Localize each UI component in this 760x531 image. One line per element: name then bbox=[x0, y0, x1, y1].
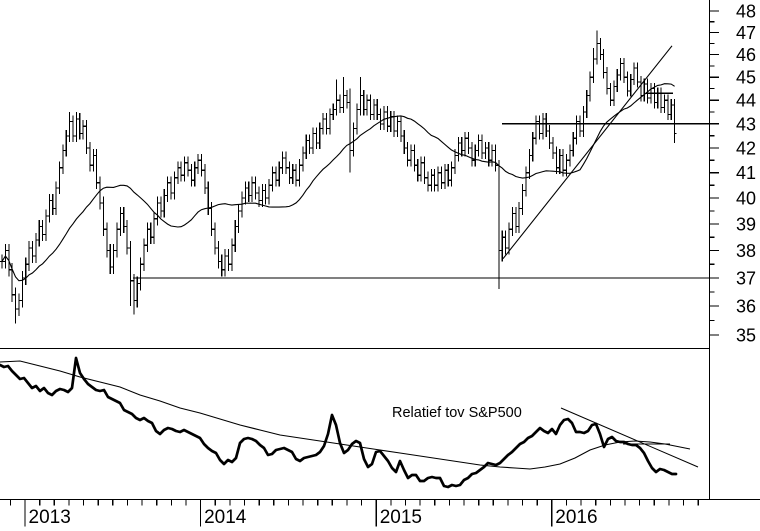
y-axis-label: 36 bbox=[736, 297, 756, 317]
price-bar-open-close-ticks bbox=[0, 43, 677, 310]
price-moving-average-line bbox=[1, 83, 675, 282]
x-axis-year-label: 2015 bbox=[380, 507, 422, 528]
relative-strength-line bbox=[0, 356, 678, 489]
x-axis-year-label: 2014 bbox=[204, 507, 247, 528]
y-axis-label: 45 bbox=[736, 68, 756, 88]
relative-downtrend-line bbox=[560, 407, 699, 468]
uptrend-line bbox=[502, 45, 673, 260]
y-axis-label: 39 bbox=[736, 215, 756, 235]
relative-strength-label: Relatief tov S&P500 bbox=[392, 405, 522, 421]
y-axis-label: 35 bbox=[736, 325, 756, 345]
y-axis-label: 46 bbox=[736, 45, 756, 65]
x-axis-year-label: 2016 bbox=[555, 507, 597, 528]
y-axis-label: 40 bbox=[736, 189, 756, 209]
y-axis-label: 41 bbox=[736, 163, 756, 183]
x-axis-year-label: 2013 bbox=[29, 507, 71, 528]
y-axis-label: 44 bbox=[736, 91, 756, 111]
y-axis-minor-ticks bbox=[709, 21, 715, 321]
price-bars bbox=[1, 30, 676, 324]
y-axis-label: 38 bbox=[736, 241, 756, 261]
main-price-panel bbox=[0, 30, 712, 324]
y-axis-label: 42 bbox=[736, 138, 756, 158]
y-axis-label: 47 bbox=[736, 23, 756, 43]
y-axis-label: 43 bbox=[736, 114, 756, 134]
y-axis-label: 48 bbox=[736, 2, 756, 22]
y-axis-label: 37 bbox=[736, 268, 756, 288]
y-axis-major-ticks bbox=[709, 10, 719, 336]
x-axis-ticks bbox=[9, 499, 699, 527]
panel-frame bbox=[0, 0, 760, 501]
relative-strength-panel bbox=[0, 356, 699, 489]
